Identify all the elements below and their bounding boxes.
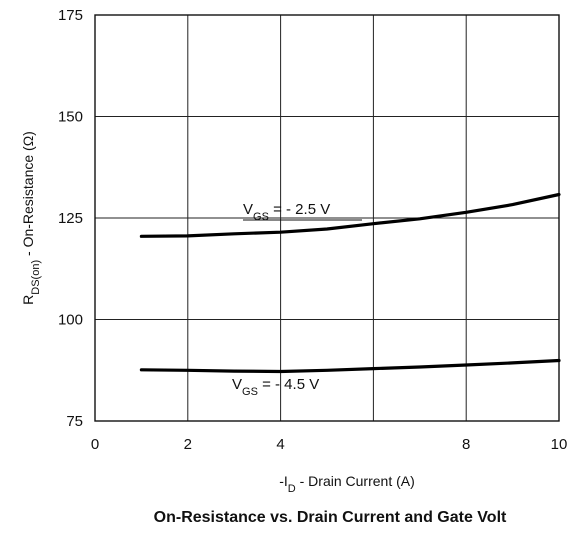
series-line-1 bbox=[139, 358, 561, 374]
y-tick-label: 175 bbox=[58, 7, 83, 24]
plot-frame bbox=[94, 14, 560, 422]
x-tick-label: 10 bbox=[551, 436, 568, 453]
x-tick-label: 0 bbox=[91, 436, 99, 453]
y-tick-label: 125 bbox=[58, 210, 83, 227]
x-axis-label: -ID - Drain Current (A) bbox=[279, 473, 415, 495]
series-line-0 bbox=[139, 192, 561, 238]
series-label-vgs-2-5: VGS = - 2.5 V bbox=[243, 201, 330, 223]
tick-labels: 0 2 4 8 10 75 100 125 150 175 bbox=[58, 7, 567, 453]
y-tick-label: 75 bbox=[66, 413, 83, 430]
y-tick-label: 150 bbox=[58, 109, 83, 126]
series-layer bbox=[139, 192, 561, 374]
x-tick-label: 2 bbox=[184, 436, 192, 453]
chart-title: On-Resistance vs. Drain Current and Gate… bbox=[154, 509, 507, 526]
series-label-vgs-4-5: VGS = - 4.5 V bbox=[232, 376, 319, 398]
y-axis-label: RDS(on) - On-Resistance (Ω) bbox=[20, 131, 42, 305]
y-tick-label: 100 bbox=[58, 312, 83, 329]
x-tick-label: 8 bbox=[462, 436, 470, 453]
grid-lines bbox=[95, 15, 559, 421]
x-tick-label: 4 bbox=[276, 436, 284, 453]
